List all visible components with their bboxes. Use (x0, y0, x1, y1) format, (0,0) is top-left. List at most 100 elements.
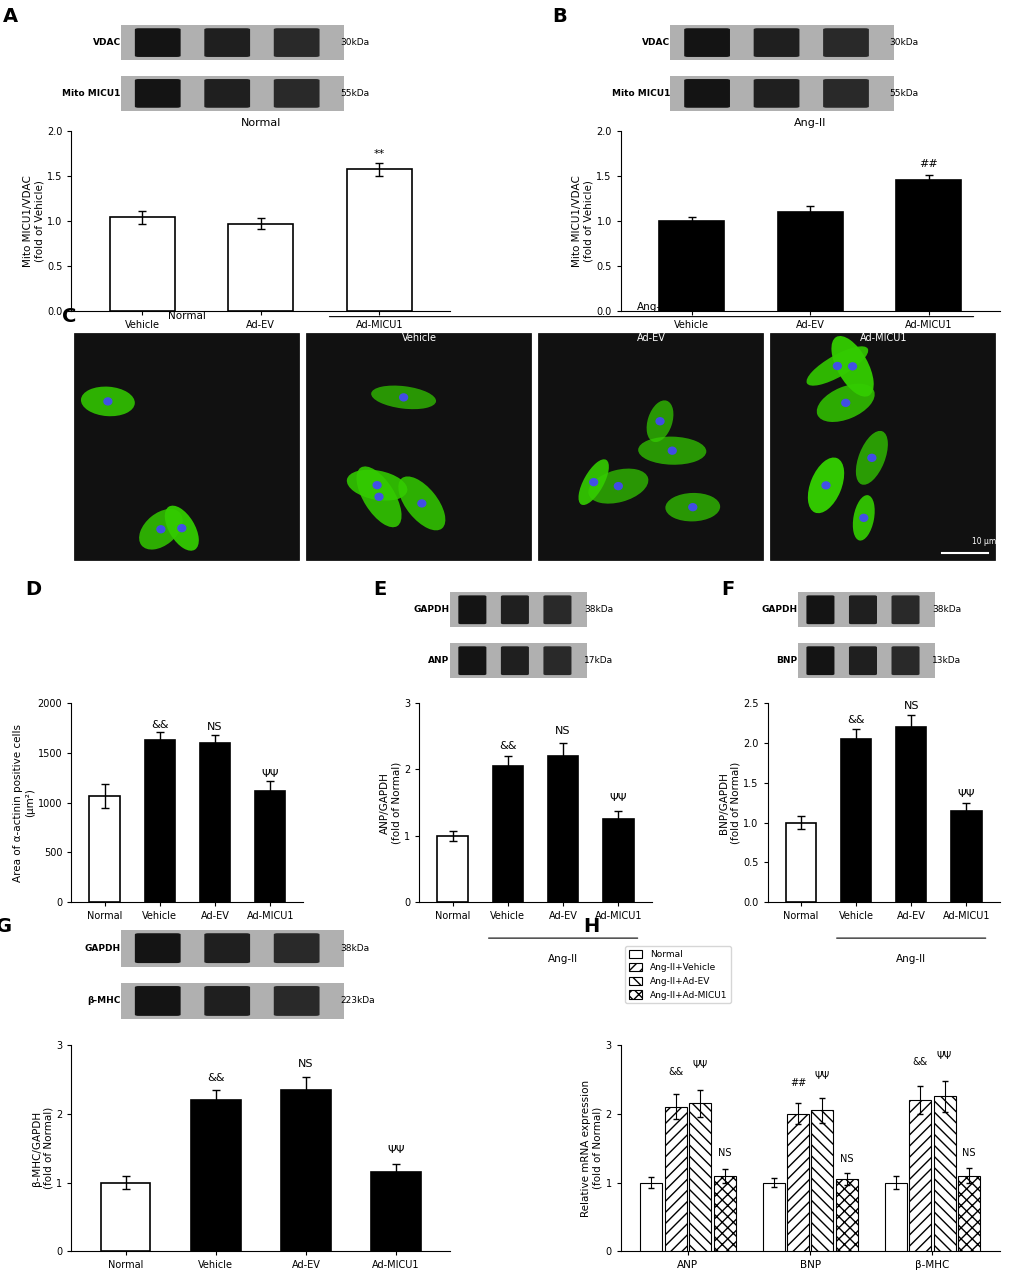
FancyBboxPatch shape (769, 333, 994, 561)
FancyBboxPatch shape (822, 28, 868, 57)
Text: Vehicle: Vehicle (401, 333, 436, 344)
Text: NS: NS (298, 1059, 314, 1069)
Ellipse shape (588, 478, 598, 487)
Bar (664, 1107, 686, 1251)
FancyBboxPatch shape (204, 986, 250, 1016)
Ellipse shape (866, 453, 875, 462)
Text: Mito MICU1: Mito MICU1 (611, 89, 669, 98)
FancyBboxPatch shape (120, 75, 343, 111)
FancyBboxPatch shape (273, 28, 319, 57)
Legend: Normal, Ang-II+Vehicle, Ang-II+Ad-EV, Ang-II+Ad-MICU1: Normal, Ang-II+Vehicle, Ang-II+Ad-EV, An… (625, 946, 730, 1004)
Bar (689, 1103, 710, 1251)
Text: C: C (62, 306, 76, 326)
Text: Ang-II: Ang-II (896, 954, 925, 964)
Title: Normal: Normal (240, 119, 281, 128)
FancyBboxPatch shape (458, 646, 486, 676)
FancyBboxPatch shape (204, 933, 250, 963)
Ellipse shape (156, 525, 165, 534)
Text: NS: NS (961, 1148, 975, 1158)
Ellipse shape (667, 447, 677, 455)
FancyBboxPatch shape (500, 646, 529, 676)
FancyBboxPatch shape (306, 333, 530, 561)
Bar (640, 1183, 661, 1251)
Bar (785, 822, 815, 903)
FancyBboxPatch shape (848, 595, 876, 624)
Bar (602, 820, 633, 903)
FancyBboxPatch shape (684, 28, 730, 57)
Ellipse shape (165, 506, 199, 550)
Bar (145, 741, 175, 903)
Ellipse shape (613, 481, 623, 490)
Text: **: ** (373, 149, 384, 160)
FancyBboxPatch shape (669, 75, 893, 111)
Ellipse shape (830, 336, 873, 397)
FancyBboxPatch shape (891, 646, 919, 676)
Bar (110, 217, 175, 312)
Text: A: A (3, 8, 18, 27)
Ellipse shape (346, 470, 407, 501)
Text: ##: ## (789, 1078, 805, 1088)
Text: H: H (582, 917, 598, 936)
Y-axis label: Mito MICU1/VDAC
(fold of Vehicle): Mito MICU1/VDAC (fold of Vehicle) (572, 175, 593, 267)
FancyBboxPatch shape (273, 986, 319, 1016)
Y-axis label: β-MHC/GAPDH
(fold of Normal): β-MHC/GAPDH (fold of Normal) (32, 1107, 53, 1189)
Y-axis label: Area of α-actinin positive cells
(μm²): Area of α-actinin positive cells (μm²) (13, 724, 35, 881)
Ellipse shape (177, 524, 186, 533)
Text: Normal: Normal (168, 312, 206, 322)
Text: ΨΨ: ΨΨ (957, 789, 974, 798)
Bar (776, 212, 842, 312)
Text: D: D (25, 580, 41, 599)
FancyBboxPatch shape (449, 593, 586, 627)
Bar (281, 1089, 330, 1251)
Text: &&: && (498, 741, 516, 751)
FancyBboxPatch shape (135, 933, 180, 963)
FancyBboxPatch shape (120, 26, 343, 60)
FancyBboxPatch shape (449, 644, 586, 678)
Ellipse shape (807, 457, 844, 513)
Ellipse shape (139, 510, 182, 549)
Text: ##: ## (918, 160, 937, 170)
FancyBboxPatch shape (806, 595, 834, 624)
Text: NS: NS (207, 722, 222, 732)
Text: 10 μm: 10 μm (971, 536, 996, 545)
Ellipse shape (374, 493, 383, 501)
Bar (787, 1114, 808, 1251)
Text: &&: && (667, 1068, 683, 1078)
Bar (951, 811, 980, 903)
Y-axis label: BNP/GAPDH
(fold of Normal): BNP/GAPDH (fold of Normal) (718, 761, 740, 844)
FancyBboxPatch shape (273, 933, 319, 963)
Text: β-MHC: β-MHC (88, 996, 120, 1005)
Text: GAPDH: GAPDH (761, 605, 797, 614)
FancyBboxPatch shape (73, 333, 299, 561)
FancyBboxPatch shape (669, 26, 893, 60)
Text: 30kDa: 30kDa (889, 38, 918, 47)
Y-axis label: Mito MICU1/VDAC
(fold of Vehicle): Mito MICU1/VDAC (fold of Vehicle) (22, 175, 44, 267)
FancyBboxPatch shape (753, 28, 799, 57)
Text: 13kDa: 13kDa (931, 656, 961, 665)
Bar (835, 1179, 857, 1251)
Bar (371, 1172, 421, 1251)
Bar (658, 221, 723, 312)
Ellipse shape (372, 481, 381, 489)
Ellipse shape (816, 384, 874, 421)
Text: 223kDa: 223kDa (340, 996, 375, 1005)
Text: Ad-EV: Ad-EV (637, 333, 665, 344)
Text: NS: NS (554, 727, 571, 736)
Text: G: G (0, 917, 12, 936)
Text: B: B (552, 8, 567, 27)
Text: Ang-II: Ang-II (636, 301, 666, 312)
FancyBboxPatch shape (120, 982, 343, 1019)
Bar (810, 1110, 833, 1251)
Ellipse shape (806, 346, 867, 386)
Ellipse shape (81, 387, 135, 416)
Bar (90, 796, 119, 903)
Text: Mito MICU1: Mito MICU1 (62, 89, 120, 98)
Bar (101, 1183, 150, 1251)
Bar (840, 739, 870, 903)
Ellipse shape (417, 499, 426, 507)
Bar (762, 1183, 784, 1251)
Text: &&: && (151, 720, 168, 730)
Bar (713, 1176, 735, 1251)
Text: GAPDH: GAPDH (413, 605, 449, 614)
Bar (932, 1097, 955, 1251)
